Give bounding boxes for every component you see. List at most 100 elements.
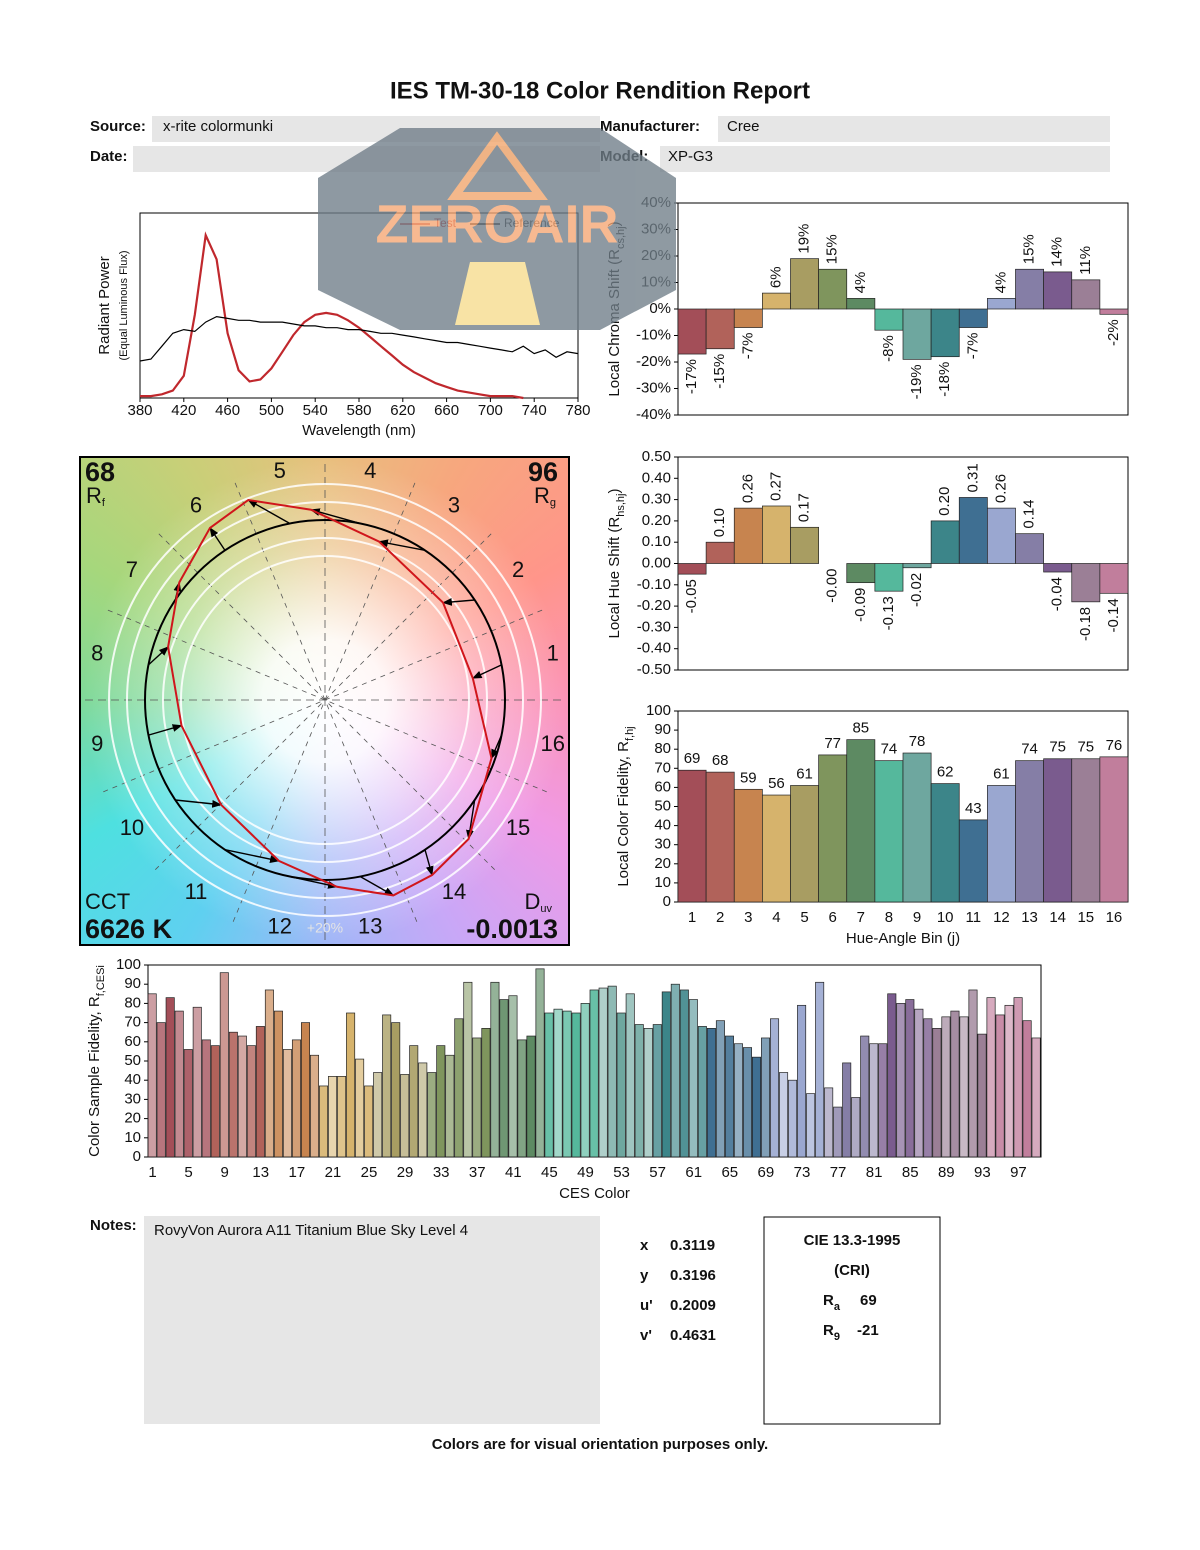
bar bbox=[1071, 563, 1101, 603]
bar bbox=[670, 983, 680, 1158]
bar bbox=[355, 1058, 365, 1158]
x-tick-label: 89 bbox=[938, 1164, 955, 1181]
bar bbox=[762, 794, 791, 903]
bar bbox=[815, 981, 825, 1158]
x-tick-label: 8 bbox=[885, 909, 893, 926]
bar bbox=[463, 981, 473, 1158]
bin-label: 7 bbox=[126, 557, 138, 582]
value-label: 74 bbox=[1021, 741, 1038, 758]
y-axis-label-part: Color Sample Fidelity, R bbox=[86, 996, 103, 1157]
y-tick-label: 50 bbox=[654, 797, 671, 814]
bar bbox=[246, 1045, 256, 1158]
bar bbox=[715, 1020, 725, 1158]
shift-arrow bbox=[471, 664, 502, 679]
value-label: -18% bbox=[936, 362, 953, 397]
bar bbox=[1099, 308, 1129, 315]
duv-label-part: D bbox=[524, 889, 540, 914]
bar bbox=[490, 981, 500, 1158]
bin-label: 9 bbox=[91, 731, 103, 756]
bar bbox=[454, 1018, 464, 1158]
value-label: 74 bbox=[881, 741, 898, 758]
bar bbox=[742, 1047, 752, 1158]
x-tick-label: 2 bbox=[716, 909, 724, 926]
cct-value: 6626 K bbox=[85, 914, 173, 944]
rf-label-part: R bbox=[86, 483, 102, 508]
x-tick-label: 380 bbox=[127, 402, 152, 419]
x-tick-label: 29 bbox=[397, 1164, 414, 1181]
value-label: 4% bbox=[852, 272, 869, 294]
y-tick-label: 30 bbox=[654, 836, 671, 853]
value-label: -0.18 bbox=[1077, 607, 1094, 641]
ring bbox=[126, 501, 524, 899]
chromaticity-label: y bbox=[640, 1267, 649, 1284]
bar bbox=[517, 1039, 527, 1158]
bar bbox=[860, 1035, 870, 1158]
y-axis-label: Local Hue Shift (Rhs,hj) bbox=[606, 489, 627, 639]
bin-label: 10 bbox=[120, 815, 144, 840]
bar bbox=[598, 987, 608, 1158]
bar bbox=[1031, 1037, 1041, 1158]
shift-arrow bbox=[490, 734, 503, 760]
x-tick-label: 13 bbox=[252, 1164, 269, 1181]
x-tick-label: 41 bbox=[505, 1164, 522, 1181]
bar bbox=[733, 1043, 743, 1158]
value-label: 56 bbox=[768, 775, 785, 792]
bar bbox=[328, 1076, 338, 1158]
bar bbox=[661, 991, 671, 1158]
bar bbox=[382, 1014, 392, 1158]
ring-label: +20% bbox=[307, 920, 343, 936]
y-axis-label-part: Local Color Fidelity, R bbox=[615, 741, 632, 887]
value-label: -17% bbox=[683, 359, 700, 394]
bar bbox=[337, 1076, 347, 1158]
notes-label: Notes: bbox=[90, 1217, 137, 1234]
bar bbox=[905, 999, 915, 1158]
value-label: 14% bbox=[1049, 237, 1066, 267]
bar bbox=[874, 308, 904, 331]
bar bbox=[677, 308, 707, 355]
shift-arrow bbox=[224, 848, 280, 863]
shift-arrow bbox=[378, 539, 426, 552]
value-label: 85 bbox=[852, 720, 869, 737]
bar bbox=[445, 1054, 455, 1158]
field-label: Source: bbox=[90, 118, 146, 135]
x-tick-label: 7 bbox=[857, 909, 865, 926]
bar bbox=[677, 769, 707, 903]
value-label: -7% bbox=[964, 333, 981, 360]
y-tick-label: 50 bbox=[124, 1052, 141, 1069]
x-tick-label: 81 bbox=[866, 1164, 883, 1181]
value-label: -19% bbox=[908, 364, 925, 399]
bar bbox=[818, 754, 848, 903]
duv-value: -0.0013 bbox=[466, 914, 558, 944]
value-label: -0.05 bbox=[683, 579, 700, 613]
ring bbox=[162, 537, 488, 863]
bar bbox=[201, 1039, 211, 1158]
value-label: 61 bbox=[796, 765, 813, 782]
y-axis-label-sub: hs,hj bbox=[615, 494, 627, 517]
ring bbox=[180, 555, 470, 845]
bar bbox=[930, 520, 960, 564]
x-tick-label: 700 bbox=[478, 402, 503, 419]
bar bbox=[652, 1024, 662, 1158]
y-tick-label: 20 bbox=[654, 855, 671, 872]
bar bbox=[508, 995, 518, 1158]
bar bbox=[174, 1010, 184, 1158]
value-label: 75 bbox=[1077, 739, 1094, 756]
bar bbox=[887, 993, 897, 1158]
bin-label: 1 bbox=[547, 641, 559, 666]
bar bbox=[846, 739, 876, 903]
y-tick-label: 10 bbox=[124, 1129, 141, 1146]
cri-subtitle: (CRI) bbox=[834, 1262, 870, 1279]
y-tick-label: 0 bbox=[133, 1148, 141, 1165]
value-label: 0.26 bbox=[739, 474, 756, 503]
bar bbox=[959, 1016, 969, 1158]
field-box bbox=[718, 116, 1110, 142]
bar bbox=[1043, 758, 1073, 903]
shift-arrow bbox=[209, 527, 226, 551]
bar bbox=[580, 1003, 590, 1158]
x-axis-label: Hue-Angle Bin (j) bbox=[846, 930, 960, 947]
cri-title: CIE 13.3-1995 bbox=[804, 1232, 901, 1249]
value-label: -15% bbox=[711, 354, 728, 389]
field-label: Model: bbox=[600, 148, 648, 165]
bar bbox=[373, 1072, 383, 1158]
bar bbox=[914, 1008, 924, 1158]
